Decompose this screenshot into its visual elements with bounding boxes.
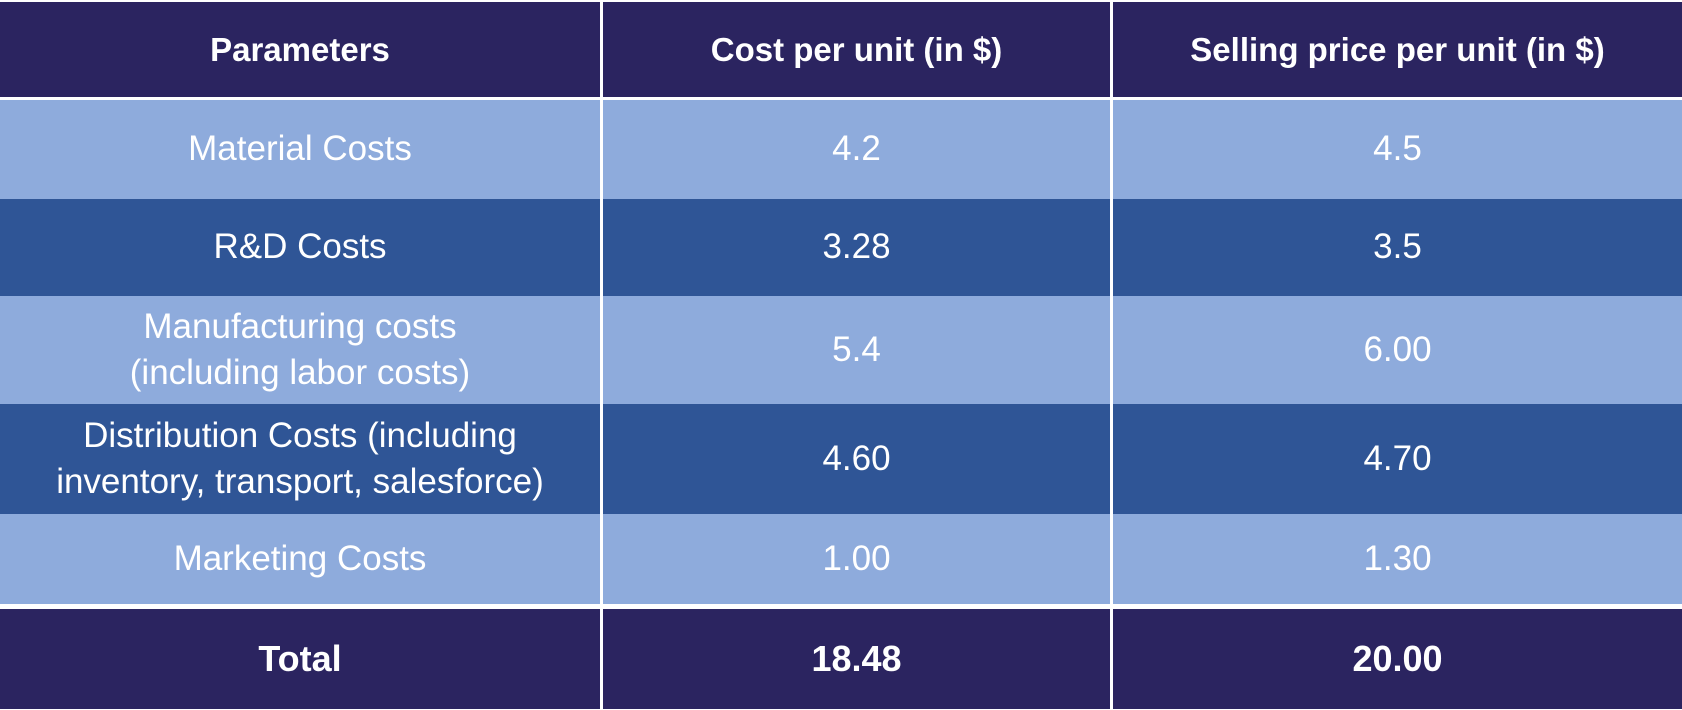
row-parameter: R&D Costs: [0, 199, 600, 296]
table-row: Material Costs 4.2 4.5: [0, 100, 1682, 199]
parameter-label-line-2: (including labor costs): [129, 353, 471, 392]
parameter-label: R&D Costs: [213, 227, 387, 267]
table-total-row: Total 18.48 20.00: [0, 609, 1682, 709]
row-parameter: Distribution Costs (including inventory,…: [0, 404, 600, 514]
parameter-label-line-1: Distribution Costs (including: [83, 415, 517, 455]
table-row: R&D Costs 3.28 3.5: [0, 199, 1682, 296]
total-cost: 18.48: [600, 609, 1110, 709]
row-price: 1.30: [1110, 514, 1682, 604]
parameter-label: Marketing Costs: [173, 538, 427, 578]
row-price: 4.70: [1110, 404, 1682, 514]
row-cost: 4.2: [600, 100, 1110, 199]
row-parameter: Manufacturing costs (including labor cos…: [0, 296, 600, 404]
header-parameters: Parameters: [0, 2, 600, 97]
total-label: Total: [0, 609, 600, 709]
total-price: 20.00: [1110, 609, 1682, 709]
table-row: Distribution Costs (including inventory,…: [0, 404, 1682, 514]
table-header-row: Parameters Cost per unit (in $) Selling …: [0, 2, 1682, 97]
row-cost: 1.00: [600, 514, 1110, 604]
row-parameter: Marketing Costs: [0, 514, 600, 604]
parameter-label-line-1: Manufacturing costs: [143, 306, 457, 346]
table-row: Manufacturing costs (including labor cos…: [0, 296, 1682, 404]
table-row: Marketing Costs 1.00 1.30: [0, 514, 1682, 604]
row-parameter: Material Costs: [0, 100, 600, 199]
parameter-label-line-2: inventory, transport, salesforce): [56, 462, 544, 501]
row-price: 3.5: [1110, 199, 1682, 296]
row-cost: 5.4: [600, 296, 1110, 404]
parameter-label: Material Costs: [188, 129, 412, 169]
header-cost-per-unit: Cost per unit (in $): [600, 2, 1110, 97]
row-price: 6.00: [1110, 296, 1682, 404]
header-selling-price-per-unit: Selling price per unit (in $): [1110, 2, 1682, 97]
row-cost: 3.28: [600, 199, 1110, 296]
row-cost: 4.60: [600, 404, 1110, 514]
row-price: 4.5: [1110, 100, 1682, 199]
